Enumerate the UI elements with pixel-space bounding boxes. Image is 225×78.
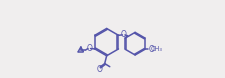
Text: O: O bbox=[149, 45, 155, 54]
Text: O: O bbox=[86, 44, 92, 53]
Text: O: O bbox=[97, 65, 103, 74]
Text: CH₃: CH₃ bbox=[151, 46, 163, 52]
Text: O: O bbox=[121, 30, 127, 39]
